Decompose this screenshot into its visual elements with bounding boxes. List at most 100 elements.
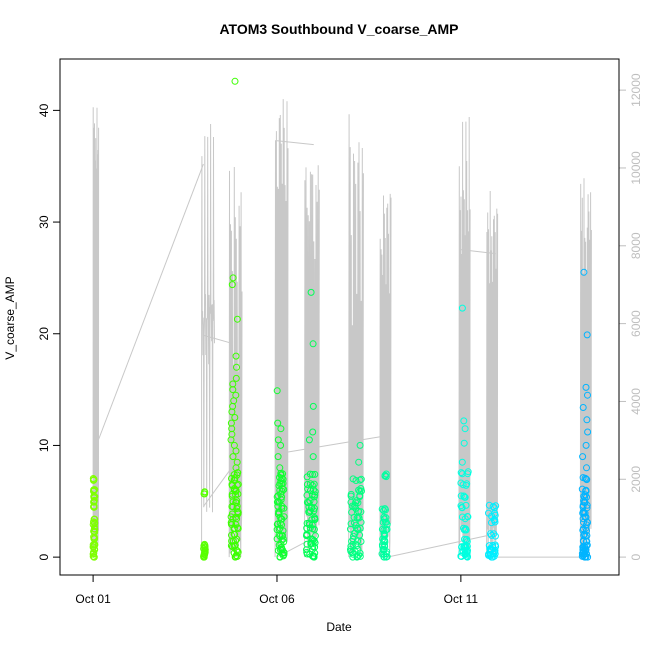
data-point (273, 520, 281, 528)
data-point (234, 548, 242, 556)
data-point (347, 525, 354, 533)
data-point (232, 491, 240, 499)
data-point (232, 391, 240, 399)
data-point (233, 458, 241, 466)
y-tick-label: 40 (37, 103, 51, 117)
x-tick-label: Oct 06 (259, 592, 295, 606)
data-point (347, 542, 355, 550)
data-point (309, 340, 317, 348)
data-point (303, 540, 311, 548)
data-point (580, 268, 588, 276)
data-point (579, 453, 587, 461)
data-point (234, 525, 242, 533)
data-point (378, 505, 386, 513)
data-point (91, 486, 99, 494)
data-point (304, 485, 312, 493)
data-point (278, 474, 286, 482)
data-point (491, 541, 499, 549)
data-point (583, 541, 591, 549)
data-point (347, 520, 355, 528)
secondary-line-segment (228, 166, 243, 558)
data-point (227, 419, 235, 427)
data-point (273, 387, 281, 395)
data-point (277, 544, 285, 551)
data-point (355, 486, 363, 494)
data-point (458, 470, 466, 478)
data-point (311, 514, 319, 522)
data-point (274, 453, 282, 461)
data-point (356, 441, 364, 449)
data-point (492, 502, 500, 510)
data-point (309, 402, 317, 410)
data-point (233, 315, 241, 323)
chart-title: ATOM3 Southbound V_coarse_AMP (219, 21, 458, 37)
data-point (457, 492, 465, 500)
data-point (458, 458, 466, 466)
data-point (305, 499, 313, 507)
data-point (378, 525, 386, 533)
data-point (90, 553, 98, 561)
data-point (578, 485, 586, 493)
data-point (357, 518, 365, 526)
data-point (89, 552, 97, 560)
data-point (91, 515, 99, 523)
y2-tick-label: 10000 (629, 151, 643, 185)
data-point (489, 543, 497, 551)
data-point (311, 488, 319, 496)
secondary-line-connector (460, 249, 496, 255)
secondary-line-connector (96, 163, 204, 445)
data-point (460, 417, 468, 425)
data-point (232, 374, 240, 382)
data-point (303, 531, 311, 539)
y2-tick-label: 8000 (629, 232, 643, 259)
data-point (584, 391, 591, 399)
data-point (351, 548, 359, 555)
data-point (381, 541, 388, 549)
data-point (90, 487, 98, 495)
data-point (309, 471, 316, 478)
data-point (276, 532, 284, 540)
data-point (380, 507, 388, 514)
data-point (201, 490, 209, 498)
data-point (234, 469, 242, 477)
data-point (228, 521, 236, 528)
data-point (583, 464, 590, 472)
data-point (460, 492, 468, 500)
data-point (356, 476, 364, 484)
data-point (347, 547, 355, 555)
data-point (228, 492, 236, 500)
data-point (347, 490, 355, 498)
y-axis-label: V_coarse_AMP (3, 276, 17, 359)
data-point (310, 480, 318, 488)
data-point (457, 469, 465, 477)
data-point (579, 537, 587, 545)
data-point (583, 532, 591, 539)
data-point (309, 453, 317, 461)
data-point (233, 363, 240, 371)
data-point (583, 416, 591, 424)
secondary-line-segment (458, 116, 471, 558)
data-point (357, 538, 365, 545)
data-point (460, 543, 468, 551)
secondary-line-connector (387, 533, 496, 558)
data-point (461, 425, 469, 433)
secondary-line-connector (203, 334, 232, 344)
data-point (581, 474, 589, 482)
data-point (303, 548, 311, 556)
data-point (380, 513, 388, 521)
axes-layer: 0 10 20 30 40 0 2000 4000 6000 8000 10000 12000 Oct … (37, 73, 643, 606)
y2-tick-label: 4000 (629, 388, 643, 415)
data-point (488, 531, 495, 539)
data-point (310, 493, 318, 501)
data-point (89, 475, 97, 482)
data-point (229, 380, 237, 388)
data-point (461, 526, 469, 534)
y-tick-label: 20 (37, 327, 51, 341)
data-point (358, 487, 365, 495)
data-point (381, 472, 389, 480)
data-point (232, 352, 240, 360)
data-point (276, 486, 284, 494)
data-point (311, 470, 319, 478)
data-point (228, 281, 236, 289)
